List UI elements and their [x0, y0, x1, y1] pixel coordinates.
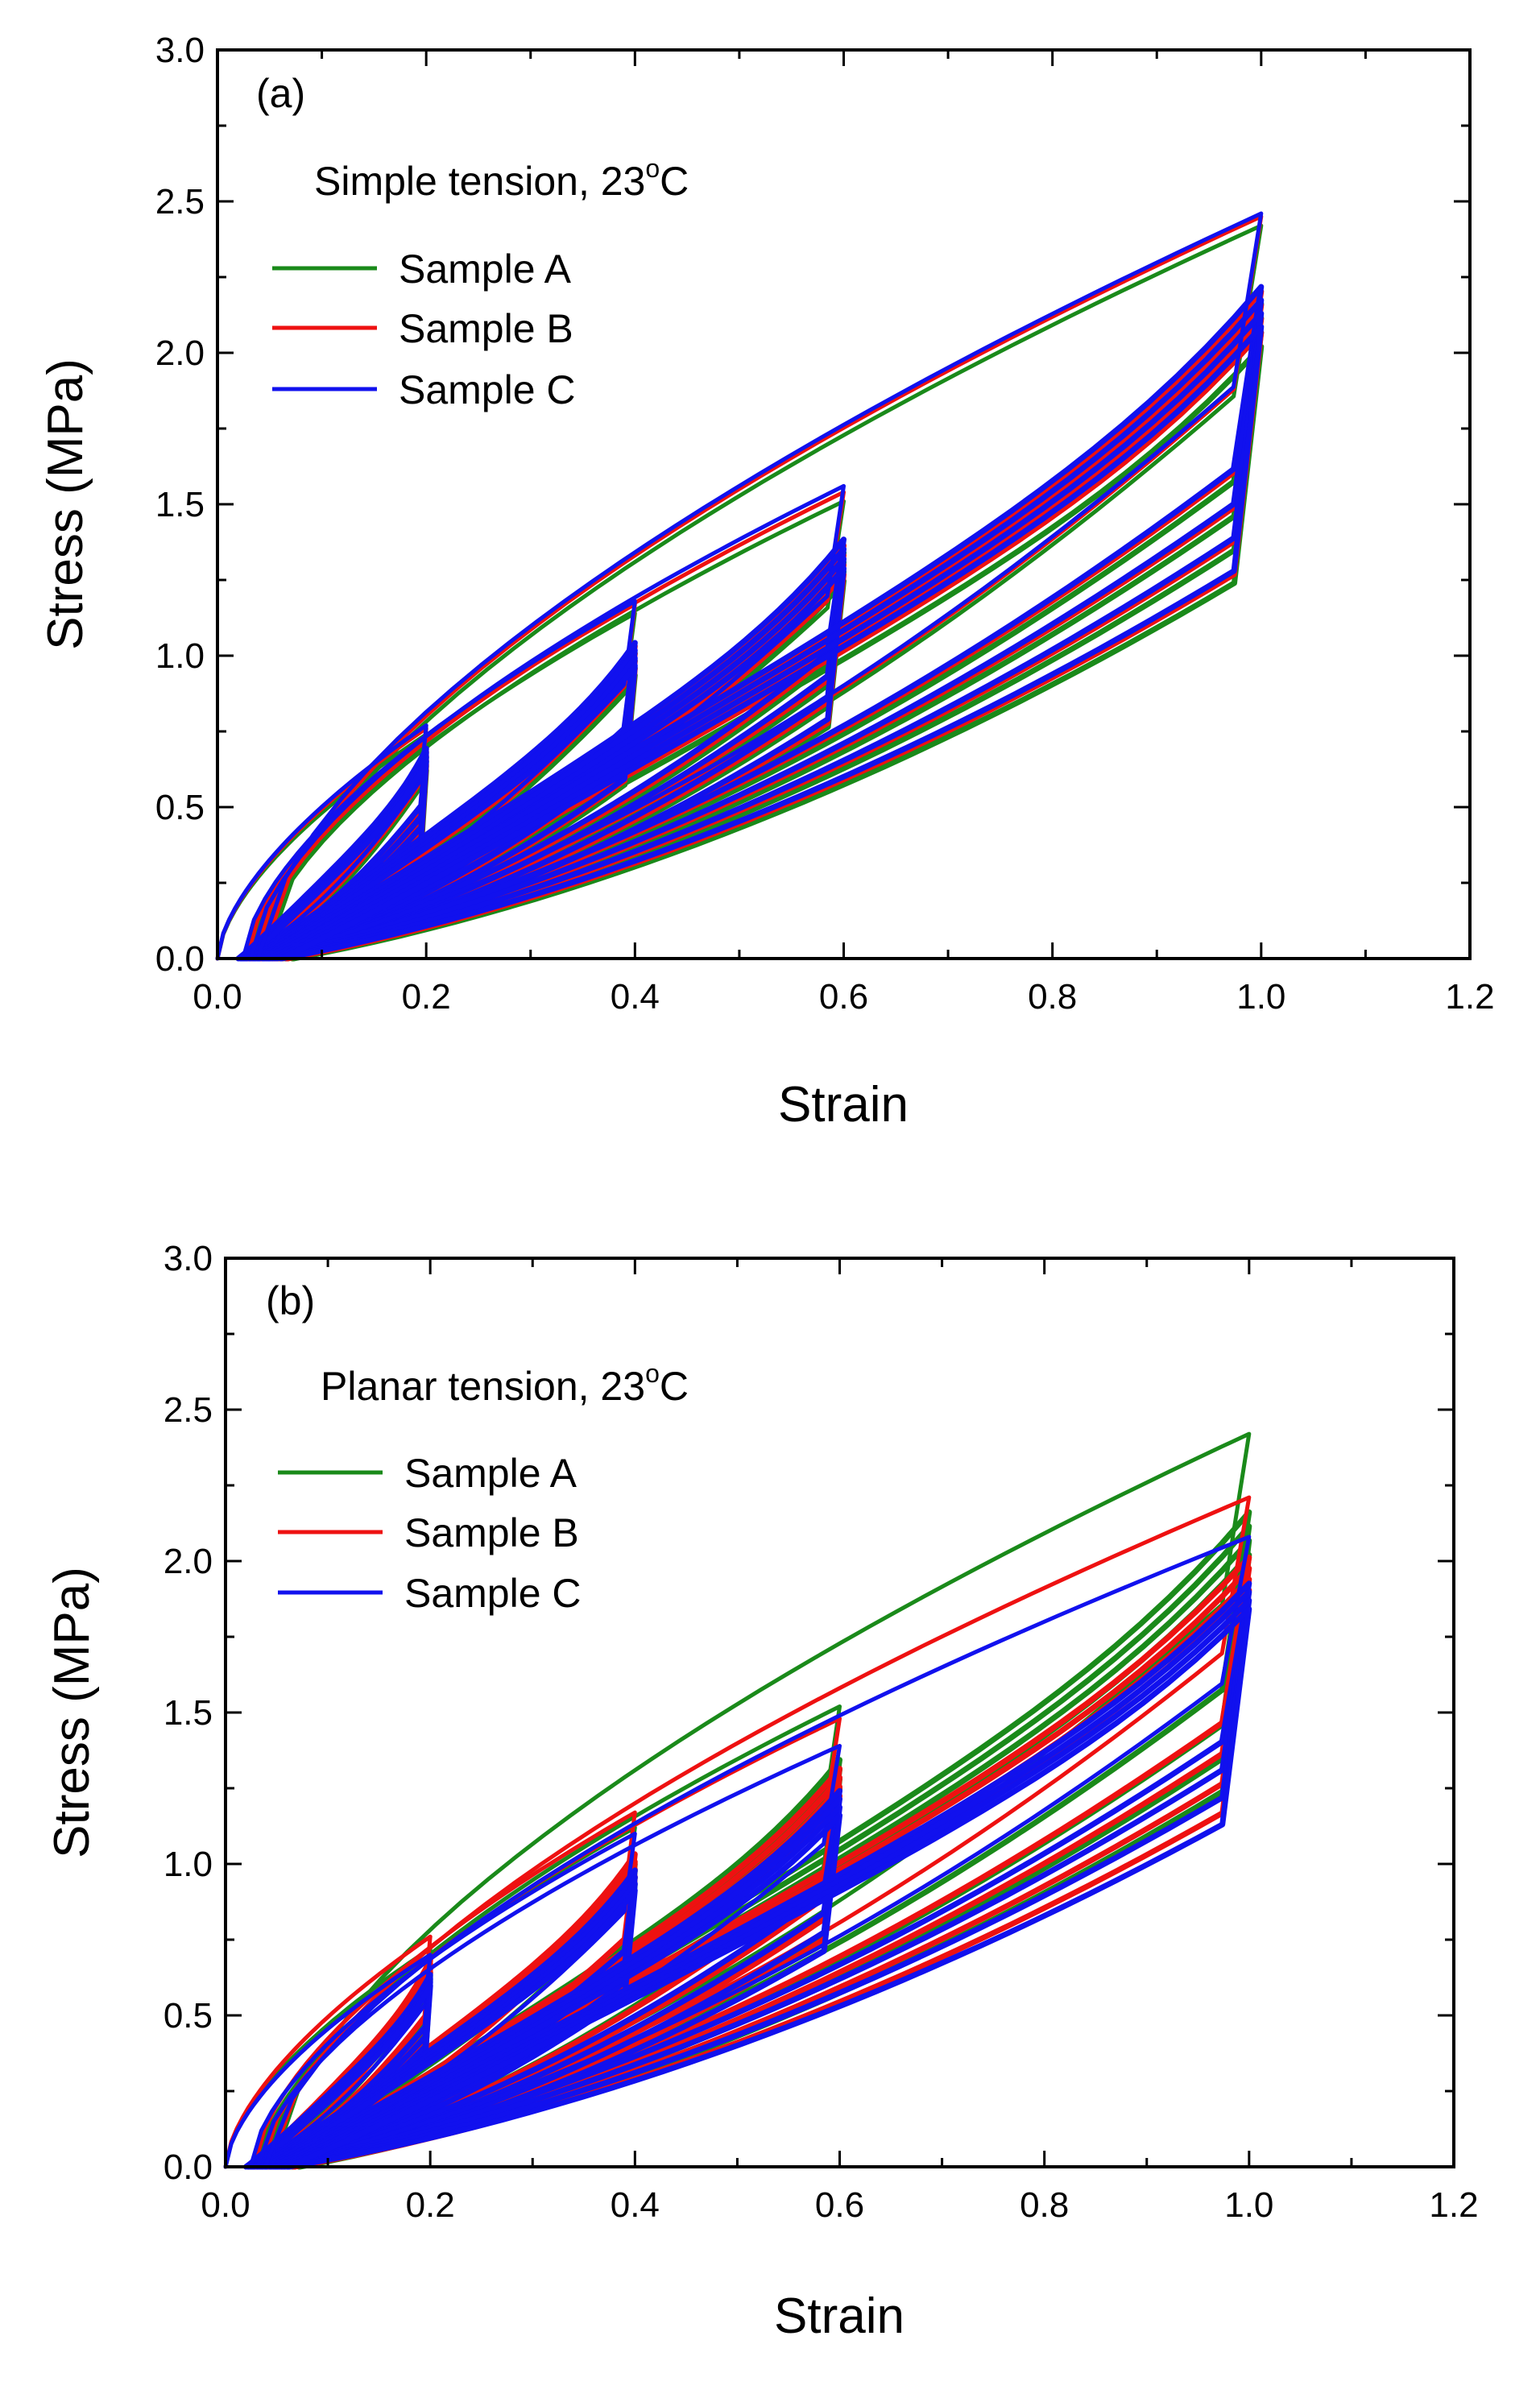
x-tick-label: 0.8	[1028, 977, 1077, 1017]
legend-label-sample-a: Sample A	[404, 1451, 578, 1496]
y-tick-label: 2.5	[155, 182, 205, 222]
curve-sample-c-cycle-2	[250, 655, 638, 962]
curve-sample-c-cycle-3	[268, 1804, 842, 2170]
legend-label-sample-c: Sample C	[399, 367, 576, 412]
x-tick-label: 1.0	[1236, 977, 1285, 1017]
curve-sample-c-cycle-4	[277, 324, 1265, 962]
curve-sample-c-cycle-4	[284, 1605, 1252, 2170]
x-tick-label: 0.6	[819, 977, 868, 1017]
y-tick-label: 0.5	[164, 1996, 213, 2036]
curve-sample-c-cycle-1	[223, 1953, 433, 2169]
condition-unit: C	[660, 159, 689, 204]
curve-sample-c-cycle-4	[255, 211, 1264, 961]
y-tick-label: 1.5	[155, 485, 205, 524]
panel-label: (b)	[266, 1278, 315, 1323]
x-axis-label: Strain	[774, 2288, 905, 2344]
curve-sample-b-cycle-4	[266, 1495, 1252, 2169]
condition-annotation: Planar tension, 23oC	[321, 1359, 689, 1409]
x-tick-label: 0.4	[611, 2185, 660, 2225]
curve-sample-c-cycle-4	[273, 1588, 1252, 2170]
chart-panel-b: 0.0 0.2 0.4 0.6 0.8 1.0 1.2 0.0 0.5 1.0 1.5 2.0 2.5 3…	[44, 1239, 1479, 2344]
curve-sample-c-cycle-3	[252, 536, 847, 962]
x-tick-label: 0.0	[192, 977, 242, 1017]
curves-group	[215, 211, 1265, 962]
legend-label-sample-c: Sample C	[404, 1571, 582, 1616]
curve-sample-c-cycle-4	[267, 1580, 1252, 2170]
curve-sample-c-cycle-4	[266, 297, 1265, 962]
condition-text: Simple tension, 23	[314, 159, 645, 204]
y-tick-label: 0.0	[155, 939, 205, 979]
panel-label: (a)	[256, 71, 305, 116]
condition-annotation: Simple tension, 23oC	[314, 154, 689, 204]
y-tick-label: 2.0	[164, 1542, 213, 1581]
condition-unit: C	[660, 1364, 689, 1409]
curve-sample-c-cycle-1	[215, 723, 428, 961]
x-tick-label: 0.4	[611, 977, 660, 1017]
legend: Sample A Sample B Sample C	[278, 1451, 582, 1616]
y-tick-label: 1.0	[164, 1845, 213, 1884]
x-tick-label: 1.2	[1429, 2185, 1478, 2225]
y-axis-label: Stress (MPa)	[44, 1567, 100, 1858]
degree-superscript: o	[645, 1359, 660, 1388]
legend-label-sample-b: Sample B	[399, 306, 573, 351]
x-tick-label: 1.2	[1445, 977, 1494, 1017]
y-axis-label: Stress (MPa)	[38, 358, 93, 650]
curves-group	[223, 1431, 1252, 2170]
legend: Sample A Sample B Sample C	[272, 246, 576, 412]
curve-sample-c-cycle-3	[255, 1743, 842, 2169]
x-tick-label: 0.2	[406, 2185, 455, 2225]
ticks-group: 0.0 0.2 0.4 0.6 0.8 1.0 1.2 0.0 0.5 1.0 1.5 2.0 2.5 3…	[164, 1239, 1479, 2225]
chart-panel-a: 0.0 0.2 0.4 0.6 0.8 1.0 1.2 0.0 0.5 1.0 1.5 2.0 2.5 3…	[38, 31, 1495, 1133]
curve-sample-c-cycle-3	[259, 1787, 842, 2170]
degree-superscript: o	[645, 154, 660, 183]
y-tick-label: 2.0	[155, 333, 205, 373]
legend-label-sample-b: Sample B	[404, 1510, 579, 1555]
x-tick-label: 1.0	[1224, 2185, 1273, 2225]
curve-sample-c-cycle-4	[279, 1597, 1252, 2170]
y-tick-label: 1.5	[164, 1693, 213, 1733]
condition-text: Planar tension, 23	[321, 1364, 645, 1409]
y-tick-label: 3.0	[155, 31, 205, 70]
curve-sample-c-cycle-4	[260, 284, 1265, 962]
curve-sample-c-cycle-4	[263, 1534, 1252, 2169]
x-tick-label: 0.0	[201, 2185, 250, 2225]
x-axis-label: Strain	[778, 1077, 909, 1133]
curve-sample-c-cycle-3	[248, 483, 846, 961]
y-tick-label: 0.0	[164, 2147, 213, 2187]
y-tick-label: 3.0	[164, 1239, 213, 1278]
x-tick-label: 0.2	[402, 977, 451, 1017]
legend-label-sample-a: Sample A	[399, 246, 572, 292]
x-tick-label: 0.6	[815, 2185, 864, 2225]
ticks-group: 0.0 0.2 0.4 0.6 0.8 1.0 1.2 0.0 0.5 1.0 1.5 2.0 2.5 3…	[155, 31, 1495, 1017]
y-tick-label: 0.5	[155, 788, 205, 827]
y-tick-label: 2.5	[164, 1390, 213, 1430]
curve-sample-c-cycle-4	[271, 310, 1265, 962]
x-tick-label: 0.8	[1020, 2185, 1069, 2225]
y-tick-label: 1.0	[155, 636, 205, 676]
